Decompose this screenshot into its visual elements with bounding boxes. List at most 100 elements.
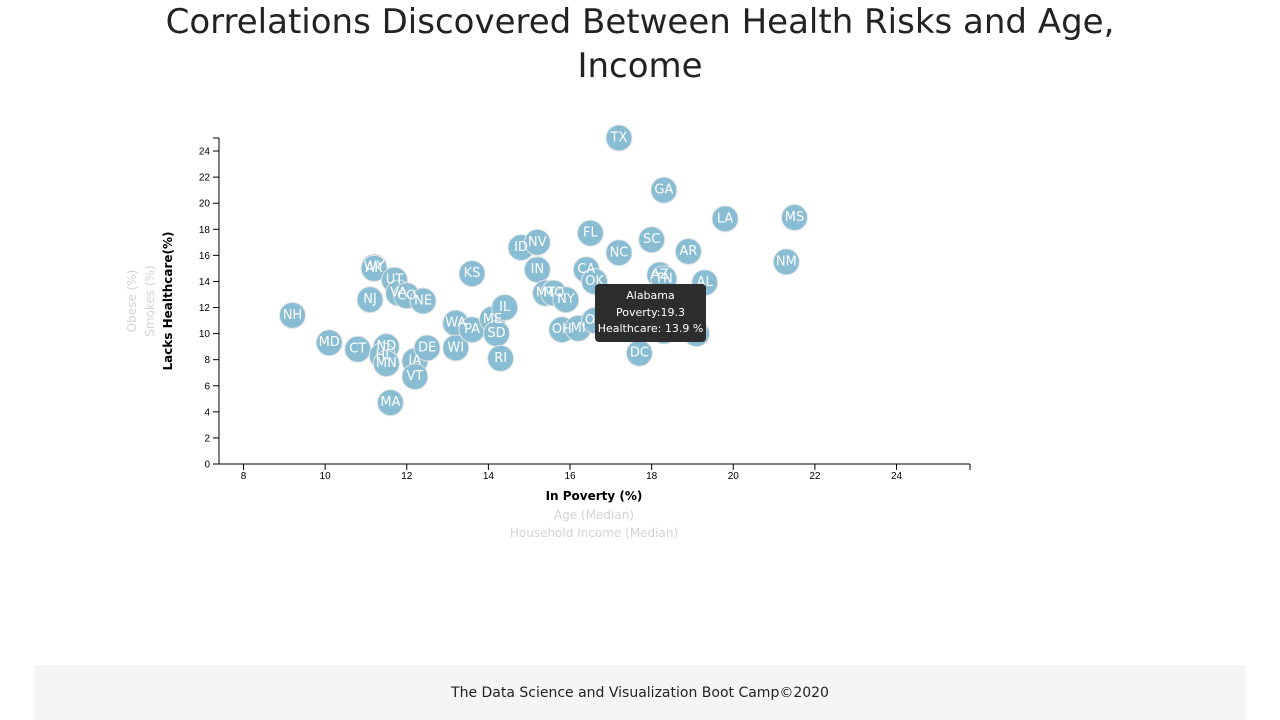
state-label-ms: MS <box>785 210 804 225</box>
state-label-ut: UT <box>386 273 404 288</box>
state-point-nh[interactable] <box>278 301 306 329</box>
y-axis-option-2[interactable]: Obese (%) <box>125 270 139 333</box>
state-label-co: CO <box>397 288 416 303</box>
tooltip-state: Alabama <box>626 289 675 302</box>
state-label-ny: NY <box>557 292 575 307</box>
x-tick-label: 14 <box>483 471 495 482</box>
state-label-oh: OH <box>552 322 572 337</box>
state-label-sc: SC <box>643 232 660 247</box>
y-tick-label: 14 <box>199 277 211 288</box>
x-tick-label: 12 <box>401 471 413 482</box>
state-label-mi: MI <box>571 321 586 336</box>
x-axis-option-1[interactable]: Age (Median) <box>554 508 634 522</box>
state-label-wy: WY <box>364 260 385 275</box>
y-tick-label: 0 <box>204 460 210 471</box>
x-axis-option-2[interactable]: Household Income (Median) <box>510 526 678 540</box>
state-point-il[interactable] <box>491 294 519 322</box>
chart-tooltip: Alabama Poverty:19.3 Healthcare: 13.9 % <box>595 284 706 342</box>
state-point-ne[interactable] <box>409 287 437 315</box>
state-label-ma: MA <box>380 395 400 410</box>
footer: The Data Science and Visualization Boot … <box>34 665 1246 720</box>
state-label-wi: WI <box>447 340 464 355</box>
y-tick-label: 22 <box>199 173 211 184</box>
state-point-nv[interactable] <box>523 228 551 256</box>
state-label-nv: NV <box>528 235 547 250</box>
y-tick-label: 10 <box>199 329 211 340</box>
state-label-dc: DC <box>630 346 649 361</box>
y-tick-label: 18 <box>199 225 211 236</box>
scatter-chart: 8 10 12 14 16 18 20 22 24024681012141618202224NH… <box>125 124 971 540</box>
state-point-nj[interactable] <box>356 286 384 314</box>
state-label-id: ID <box>514 240 528 255</box>
y-tick-label: 20 <box>199 199 211 210</box>
y-tick-label: 6 <box>204 381 210 392</box>
state-point-vt[interactable] <box>401 363 429 391</box>
state-point-ma[interactable] <box>376 389 404 417</box>
state-point-nm[interactable] <box>772 248 800 276</box>
state-point-fl[interactable] <box>576 219 604 247</box>
x-tick-label: 22 <box>809 471 821 482</box>
state-label-ne: NE <box>414 294 432 309</box>
state-label-nd: ND <box>376 339 396 354</box>
y-tick-label: 8 <box>204 355 210 366</box>
state-label-ca: CA <box>577 262 595 277</box>
state-label-wa: WA <box>445 316 466 331</box>
state-label-nj: NJ <box>363 292 377 307</box>
state-label-me: ME <box>483 312 502 327</box>
x-axis-option-0[interactable]: In Poverty (%) <box>546 489 643 503</box>
x-tick-label: 16 <box>564 471 576 482</box>
state-label-va: VA <box>390 286 407 301</box>
state-point-de[interactable] <box>413 334 441 362</box>
state-point-md[interactable] <box>315 329 343 357</box>
state-point-la[interactable] <box>711 205 739 233</box>
state-point-ms[interactable] <box>780 204 808 232</box>
state-label-pa: PA <box>464 322 480 337</box>
state-label-mt: MT <box>536 286 555 301</box>
x-tick-label: 20 <box>728 471 740 482</box>
y-tick-label: 16 <box>199 251 211 262</box>
state-label-il: IL <box>499 300 511 315</box>
state-label-tx: TX <box>610 131 628 146</box>
state-point-nc[interactable] <box>605 239 633 267</box>
state-label-ia: IA <box>409 353 422 368</box>
state-point-ga[interactable] <box>650 176 678 204</box>
y-axis-option-1[interactable]: Smokes (%) <box>143 265 157 336</box>
state-label-ga: GA <box>654 183 673 198</box>
state-label-nm: NM <box>776 254 797 269</box>
page-title: Correlations Discovered Between Health R… <box>165 2 1115 86</box>
tooltip-healthcare: Healthcare: 13.9 % <box>597 322 704 335</box>
state-point-ri[interactable] <box>487 344 515 372</box>
footer-text: The Data Science and Visualization Boot … <box>451 685 829 701</box>
state-point-ny[interactable] <box>552 286 580 314</box>
state-label-ak: AK <box>365 261 383 276</box>
state-label-mo: MO <box>543 286 564 301</box>
state-label-la: LA <box>717 211 734 226</box>
state-label-hi: HI <box>375 348 389 363</box>
tooltip-poverty: Poverty:19.3 <box>616 305 685 319</box>
y-tick-label: 2 <box>204 433 210 444</box>
state-label-sd: SD <box>487 326 505 341</box>
state-point-mn[interactable] <box>372 350 400 378</box>
state-label-az: AZ <box>651 267 669 282</box>
y-tick-label: 24 <box>199 147 211 158</box>
state-point-ks[interactable] <box>458 260 486 288</box>
state-label-in: IN <box>531 262 545 277</box>
state-point-sc[interactable] <box>638 226 666 254</box>
state-point-wi[interactable] <box>442 334 470 362</box>
x-tick-label: 10 <box>320 471 332 482</box>
state-label-tn: TN <box>654 271 673 286</box>
state-point-tx[interactable] <box>605 124 633 152</box>
y-axis-option-0[interactable]: Lacks Healthcare(%) <box>161 231 175 370</box>
x-tick-label: 24 <box>891 471 903 482</box>
state-label-vt: VT <box>406 369 423 384</box>
state-point-ar[interactable] <box>674 237 702 265</box>
state-point-ak[interactable] <box>360 254 388 282</box>
state-label-ar: AR <box>679 244 697 259</box>
x-tick-label: 18 <box>646 471 658 482</box>
state-label-fl: FL <box>583 226 598 241</box>
y-tick-label: 4 <box>204 407 210 418</box>
x-tick-label: 8 <box>241 471 247 482</box>
state-label-ri: RI <box>494 351 507 366</box>
state-label-nh: NH <box>283 308 303 323</box>
